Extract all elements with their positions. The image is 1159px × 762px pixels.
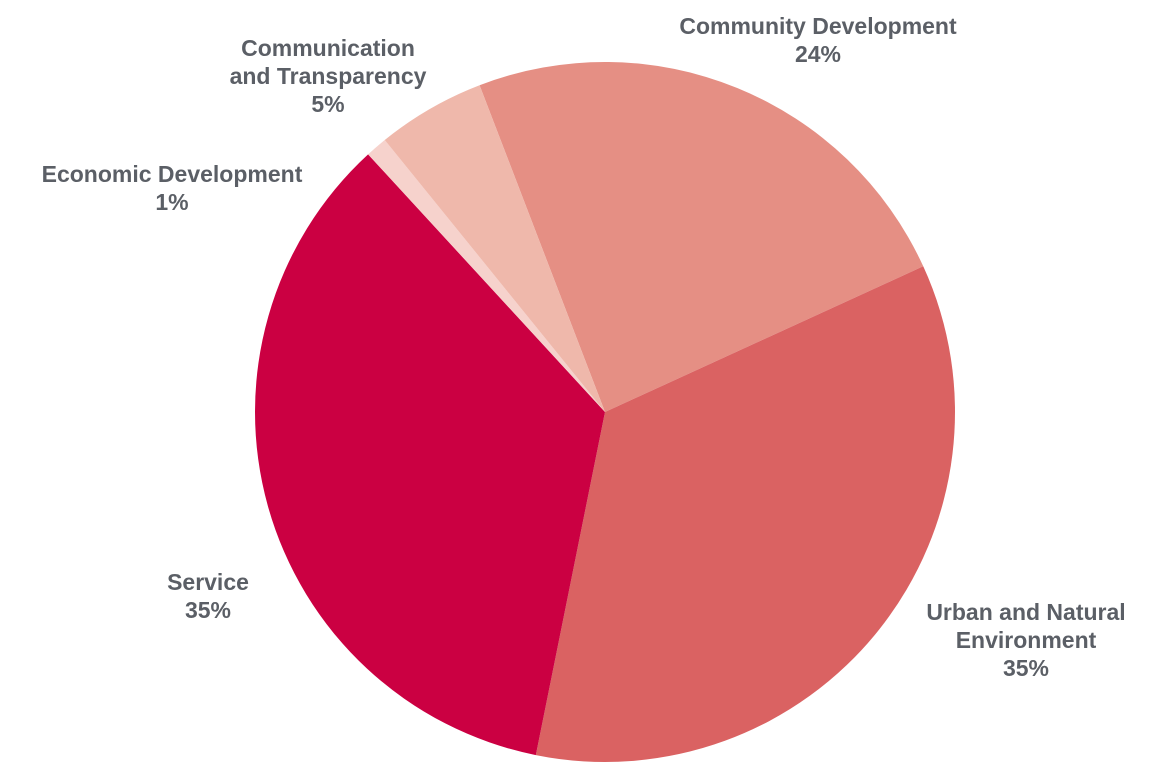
pie-slice-service (255, 154, 605, 756)
pie-label-communication-and-transparency: Communication and Transparency 5% (230, 35, 427, 117)
pie-label-percent: 35% (1003, 655, 1049, 681)
pie-label-line: Urban and Natural (926, 599, 1125, 625)
pie-labels: Community Development 24% Urban and Natura… (42, 13, 1126, 681)
pie-slice-communication-and-transparency (384, 85, 605, 412)
pie-label-line: Communication (241, 35, 415, 61)
pie-label-line: Environment (956, 627, 1097, 653)
pie-label-economic-development: Economic Development 1% (42, 161, 303, 215)
pie-label-service: Service 35% (167, 569, 249, 623)
pie-label-line: Service (167, 569, 249, 595)
pie-slice-economic-development (368, 140, 605, 412)
pie-label-urban-and-natural-environment: Urban and Natural Environment 35% (926, 599, 1125, 681)
pie-label-line: Community Development (679, 13, 957, 39)
pie-label-percent: 24% (795, 41, 841, 67)
pie-label-community-development: Community Development 24% (679, 13, 957, 67)
pie-slice-community-development (479, 62, 924, 413)
pie-label-line: and Transparency (230, 63, 427, 89)
pie-label-percent: 5% (311, 91, 344, 117)
pie-label-line: Economic Development (42, 161, 303, 187)
pie-label-percent: 1% (155, 189, 188, 215)
pie-slices (255, 62, 955, 762)
pie-slice-urban-and-natural-environment (535, 266, 955, 762)
pie-label-percent: 35% (185, 597, 231, 623)
